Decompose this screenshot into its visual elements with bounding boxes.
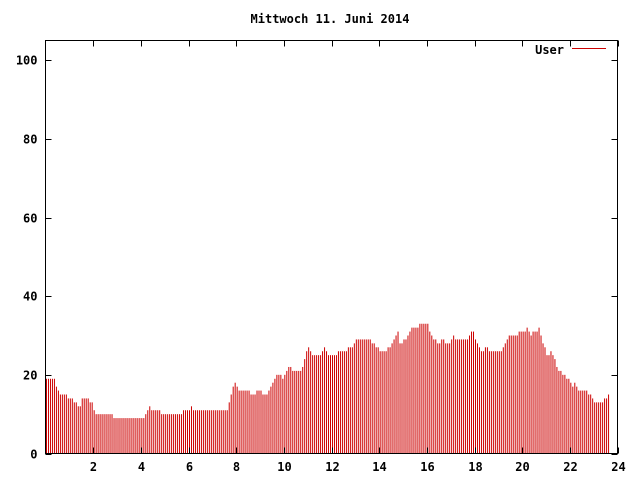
y-axis: 0 20 40 60 80 100 <box>16 54 618 462</box>
legend-label: User <box>535 43 564 57</box>
legend: User <box>535 43 606 57</box>
y-tick-label: 60 <box>23 212 37 226</box>
bar-series <box>45 323 610 454</box>
x-tick-label: 22 <box>563 460 577 474</box>
x-tick-label: 4 <box>138 460 145 474</box>
x-tick-label: 2 <box>90 460 97 474</box>
x-tick-label: 6 <box>186 460 193 474</box>
x-tick-label: 24 <box>611 460 625 474</box>
chart-title: Mittwoch 11. Juni 2014 <box>251 12 410 26</box>
y-tick-label: 100 <box>16 54 38 68</box>
x-tick-label: 18 <box>468 460 482 474</box>
y-tick-label: 0 <box>30 448 37 462</box>
x-tick-label: 14 <box>372 460 386 474</box>
y-tick-label: 40 <box>23 290 37 304</box>
y-tick-label: 80 <box>23 133 37 147</box>
x-tick-label: 20 <box>515 460 529 474</box>
x-tick-label: 16 <box>420 460 434 474</box>
x-tick-label: 8 <box>233 460 240 474</box>
y-tick-label: 20 <box>23 369 37 383</box>
x-axis: 2 4 6 8 10 12 14 16 18 20 22 24 <box>90 40 626 474</box>
x-tick-label: 12 <box>325 460 339 474</box>
plot-border <box>45 40 618 454</box>
x-tick-label: 10 <box>277 460 291 474</box>
